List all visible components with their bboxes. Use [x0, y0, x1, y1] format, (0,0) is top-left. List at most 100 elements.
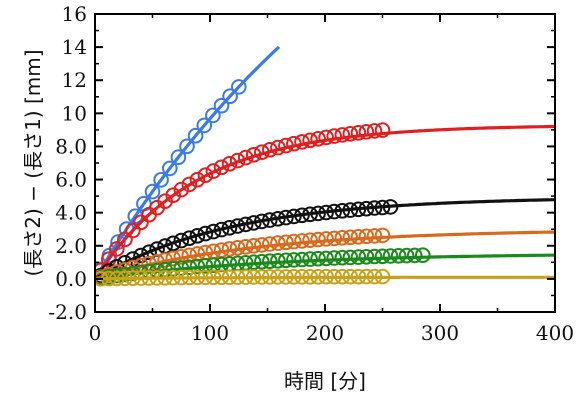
x-tick-label: 0 [89, 321, 102, 345]
series-2-point [141, 244, 157, 260]
series-1-point [334, 127, 351, 143]
series-1-point [229, 152, 246, 169]
series-4-point [318, 250, 334, 267]
series-2-point [270, 211, 286, 227]
series-5-point [117, 270, 133, 287]
series-3-point [237, 239, 254, 255]
y-tick-label: 6.0 [55, 168, 87, 192]
series-5-point [133, 270, 149, 286]
series-1-point [278, 137, 294, 154]
series-5-point [95, 271, 109, 287]
series-3-point [366, 228, 383, 244]
series-4-point [173, 260, 190, 276]
series-2-point [221, 220, 238, 236]
series-4-point [358, 248, 375, 265]
series-5-point [213, 269, 230, 286]
series-3-point [149, 253, 165, 270]
series-2-point [286, 208, 302, 225]
series-4-point [382, 248, 399, 264]
series-3-point [181, 247, 198, 264]
series-3-point [318, 231, 334, 247]
series-5-point [270, 269, 286, 285]
series-1-point [221, 156, 238, 172]
series-3-point [173, 248, 190, 265]
series-4-point [125, 265, 141, 282]
series-5-point [197, 269, 214, 286]
series-4-point [342, 249, 359, 266]
series-3-point [342, 229, 359, 246]
series-4-point [181, 259, 198, 276]
series-4-point [366, 248, 383, 265]
series-4-point [270, 252, 286, 269]
series-0-point [231, 79, 247, 95]
series-2-point [366, 200, 383, 216]
series-2-point [253, 213, 270, 230]
x-tick-label: 400 [536, 321, 574, 345]
series-1-point [302, 132, 318, 149]
series-2-point [382, 199, 399, 215]
series-3-point [326, 230, 343, 247]
series-2-point [278, 209, 294, 226]
series-3-point [350, 229, 367, 245]
series-5-point [350, 268, 367, 285]
y-tick-label: 14 [62, 35, 87, 59]
series-1-point [366, 123, 383, 139]
series-5-point [157, 270, 173, 286]
series-0-point [179, 138, 195, 155]
series-4-point [398, 247, 415, 264]
series-5-point [173, 269, 190, 286]
series-3-point [358, 228, 375, 245]
y-tick-label: 16 [62, 2, 87, 26]
series-2-point [181, 230, 198, 246]
series-3-point [374, 227, 391, 244]
series-4-point [326, 250, 343, 266]
series-5-point [294, 269, 310, 285]
series-2-point [213, 221, 230, 238]
plot-area [95, 45, 555, 287]
series-5-point [318, 268, 334, 285]
series-1-point [262, 142, 278, 158]
series-5-point [262, 269, 278, 285]
series-0-point [162, 160, 178, 177]
series-5-point [149, 270, 165, 286]
series-5-point [141, 270, 157, 286]
y-tick-label: 12 [62, 68, 87, 92]
series-5-point [181, 269, 198, 286]
series-5-point [165, 269, 181, 286]
series-5-point [237, 269, 254, 285]
series-1-point [125, 222, 141, 239]
series-5-point [189, 269, 206, 286]
y-tick-label: 8.0 [55, 134, 87, 158]
series-4-point [165, 261, 181, 277]
series-3-point [278, 234, 294, 251]
series-2-point [302, 206, 318, 223]
series-4-point [245, 254, 262, 271]
series-3-point [310, 231, 326, 248]
series-3-point [286, 233, 302, 250]
series-4-point [406, 247, 423, 264]
series-1-point [310, 131, 326, 147]
series-1-point [117, 231, 133, 248]
series-4-point [310, 250, 326, 267]
series-1-point [245, 147, 262, 163]
series-4-point [278, 252, 294, 269]
series-1-point [213, 159, 230, 176]
series-2-point [358, 200, 375, 217]
series-2-point [334, 203, 351, 219]
series-1-point [294, 134, 310, 150]
series-2-point [245, 215, 262, 231]
series-2-point [237, 216, 254, 233]
y-axis-title: (長さ2) − (長さ1) [mm] [21, 49, 45, 276]
series-5-point [302, 269, 318, 285]
series-5-point [326, 268, 343, 285]
series-1-point [253, 144, 270, 160]
axis-ticks: 0 100 200 300 400 -2.0 0.0 2.0 4.0 6.0 8.0 10 12 14 16 [48, 2, 574, 345]
series-0-point [196, 117, 213, 134]
series-4-point [197, 258, 214, 274]
series-2-point [229, 218, 246, 234]
series-2-point [133, 247, 149, 264]
series-2-point [294, 207, 310, 224]
series-1-point [165, 187, 181, 203]
series-2-point [197, 225, 214, 242]
series-2-point [262, 212, 278, 228]
